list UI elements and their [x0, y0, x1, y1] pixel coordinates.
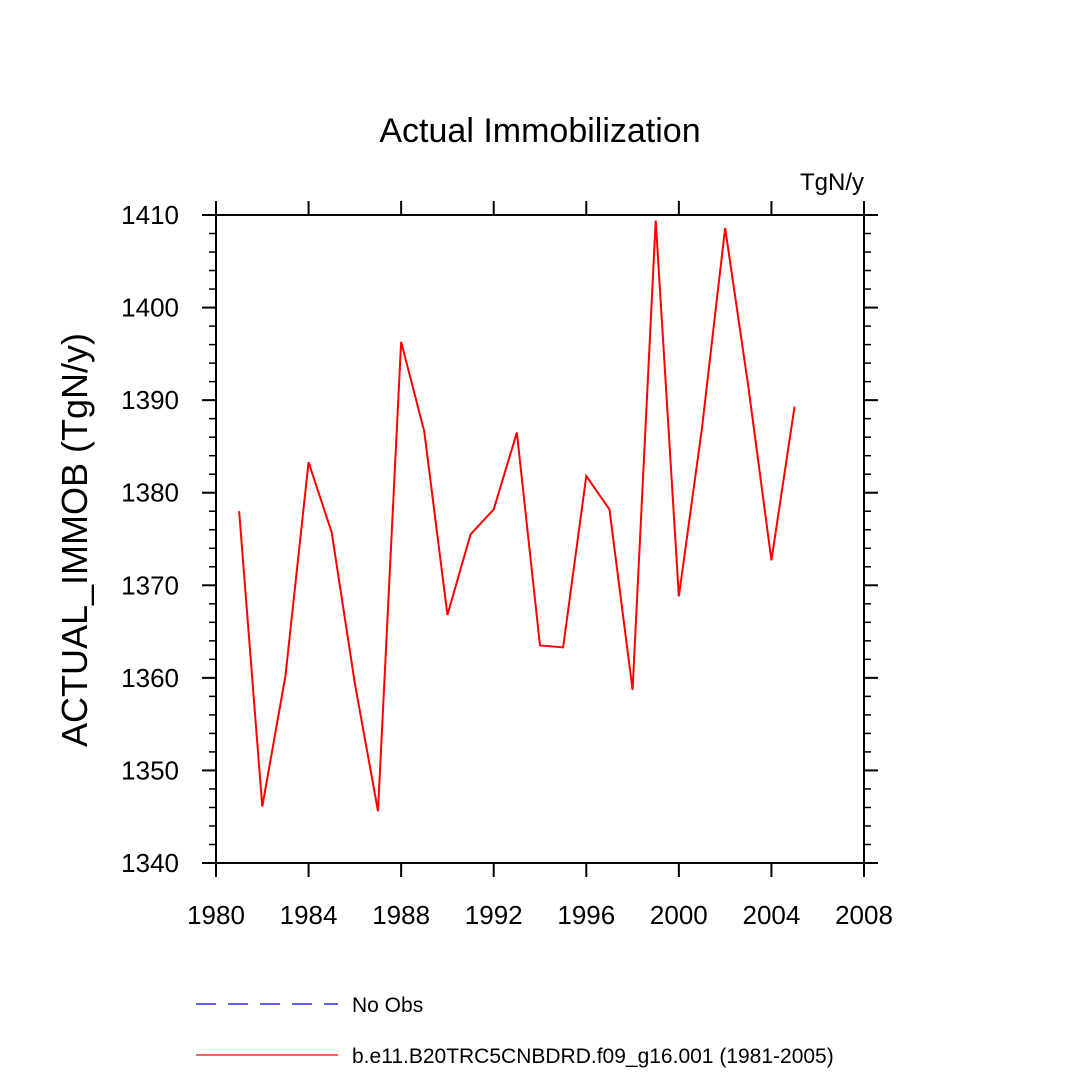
- data-point: [514, 430, 519, 435]
- data-point: [769, 558, 774, 563]
- y-axis: 1340 1350 1360 1370 1380 1390 1400 1410: [121, 200, 878, 878]
- data-point: [561, 645, 566, 650]
- x-tick-label: 1992: [465, 900, 523, 930]
- data-point: [653, 218, 658, 223]
- data-point: [260, 804, 265, 809]
- x-tick-label: 1980: [187, 900, 245, 930]
- data-point: [422, 429, 427, 434]
- y-tick-label: 1400: [121, 293, 179, 323]
- data-point: [283, 674, 288, 679]
- x-tick-label: 1996: [557, 900, 615, 930]
- data-point: [445, 612, 450, 617]
- y-tick-label: 1380: [121, 478, 179, 508]
- y-axis-label: ACTUAL_IMMOB (TgN/y): [54, 333, 95, 747]
- x-axis: 1980 1984 1988 1992 1996 2000 2004 2008: [187, 201, 893, 930]
- data-point: [329, 530, 334, 535]
- x-tick-label: 1984: [280, 900, 338, 930]
- units-label: TgN/y: [800, 169, 864, 196]
- legend-label-0: No Obs: [352, 994, 423, 1017]
- data-point: [306, 460, 311, 465]
- plot-frame: [215, 214, 865, 864]
- data-point: [630, 687, 635, 692]
- x-tick-label: 2000: [650, 900, 708, 930]
- y-tick-label: 1370: [121, 570, 179, 600]
- legend-label-1: b.e11.B20TRC5CNBDRD.f09_g16.001 (1981-20…: [352, 1045, 834, 1068]
- data-point: [607, 507, 612, 512]
- data-point: [584, 474, 589, 479]
- chart-title: Actual Immobilization: [379, 112, 700, 150]
- data-point: [399, 339, 404, 344]
- y-tick-label: 1350: [121, 755, 179, 785]
- plot-content: [237, 218, 797, 814]
- data-point: [468, 532, 473, 537]
- data-point: [700, 425, 705, 430]
- x-tick-label: 2004: [743, 900, 801, 930]
- data-point: [491, 507, 496, 512]
- y-tick-label: 1410: [121, 200, 179, 230]
- series-line-1: [238, 220, 796, 812]
- data-point: [376, 809, 381, 814]
- y-tick-label: 1390: [121, 385, 179, 415]
- x-tick-label: 1988: [372, 900, 430, 930]
- y-tick-label: 1360: [121, 663, 179, 693]
- legend: No Obs b.e11.B20TRC5CNBDRD.f09_g16.001 (1…: [196, 994, 834, 1068]
- data-point: [792, 404, 797, 409]
- data-point: [538, 643, 543, 648]
- x-tick-label: 2008: [835, 900, 893, 930]
- data-point: [723, 225, 728, 230]
- data-point: [676, 594, 681, 599]
- y-tick-label: 1340: [121, 848, 179, 878]
- data-point: [746, 384, 751, 389]
- data-point: [352, 681, 357, 686]
- data-point: [237, 509, 242, 514]
